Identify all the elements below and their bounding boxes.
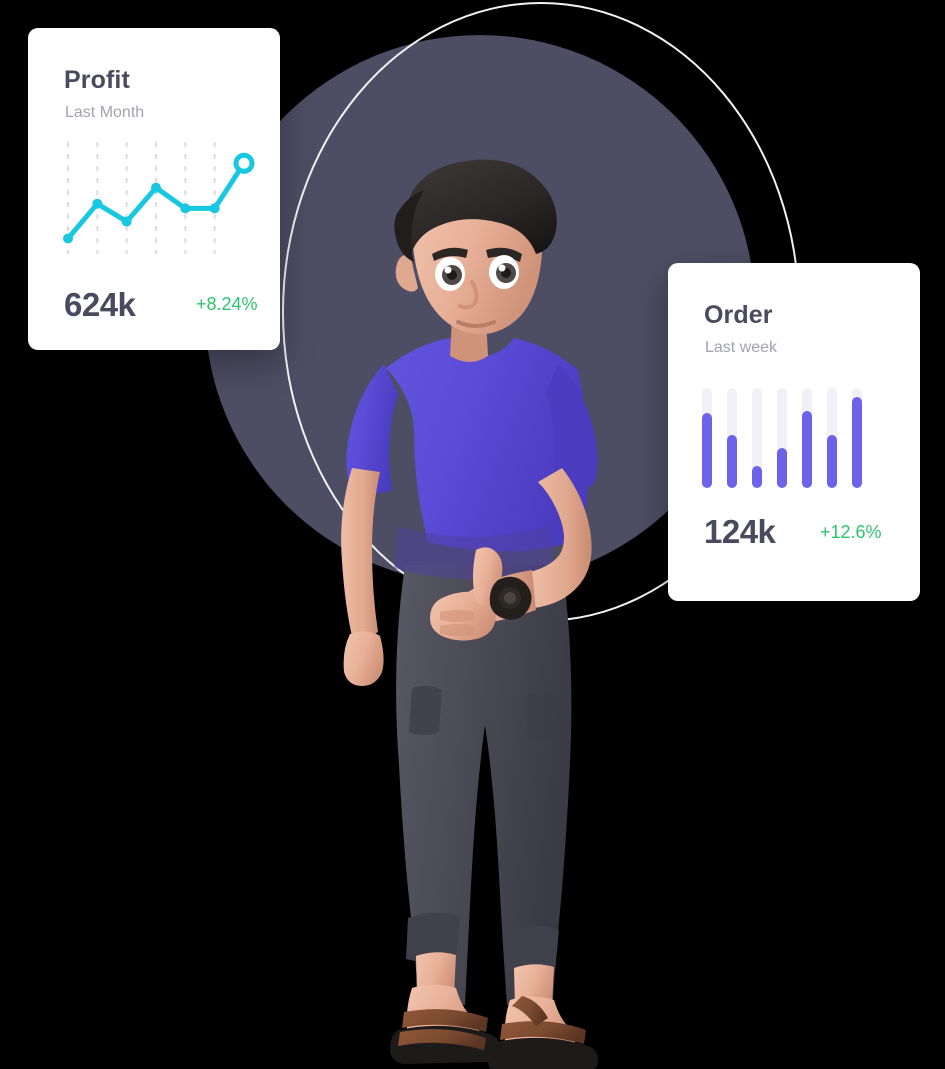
order-card-delta: +12.6% — [820, 522, 882, 542]
bar-fill — [702, 413, 712, 488]
bar-track — [702, 388, 712, 488]
chart-point — [209, 203, 220, 214]
bar-fill — [802, 411, 812, 488]
bar-track — [852, 388, 862, 488]
profit-card-value: 624k — [64, 286, 136, 323]
bar-fill — [752, 466, 762, 488]
order-card[interactable]: Order Last week 124k +12.6% — [668, 263, 920, 601]
chart-point — [63, 233, 73, 244]
order-card-subtitle: Last week — [705, 339, 778, 356]
profit-card[interactable]: Profit Last Month 624k +8.24% — [28, 28, 280, 350]
bar-track — [752, 388, 762, 488]
chart-point — [92, 198, 103, 209]
character-illustration — [341, 159, 598, 1069]
profit-card-delta: +8.24% — [196, 294, 258, 314]
bar-fill — [777, 448, 787, 488]
profit-line-chart — [63, 142, 255, 254]
bar-fill — [852, 397, 862, 488]
profit-card-subtitle: Last Month — [65, 104, 145, 121]
bar-track — [777, 388, 787, 488]
chart-data-points — [63, 152, 255, 244]
order-bar-chart — [702, 388, 888, 488]
chart-point-last — [233, 152, 255, 174]
profit-card-title: Profit — [64, 66, 130, 94]
chart-gridlines — [67, 142, 216, 254]
bar-track — [802, 388, 812, 488]
bar-track — [727, 388, 737, 488]
bar-fill — [827, 435, 837, 488]
chart-point — [180, 203, 191, 214]
chart-point — [151, 182, 161, 193]
bar-track — [827, 388, 837, 488]
order-card-title: Order — [704, 301, 773, 329]
order-card-value: 124k — [704, 513, 776, 550]
bar-fill — [727, 435, 737, 488]
chart-point — [121, 216, 132, 227]
